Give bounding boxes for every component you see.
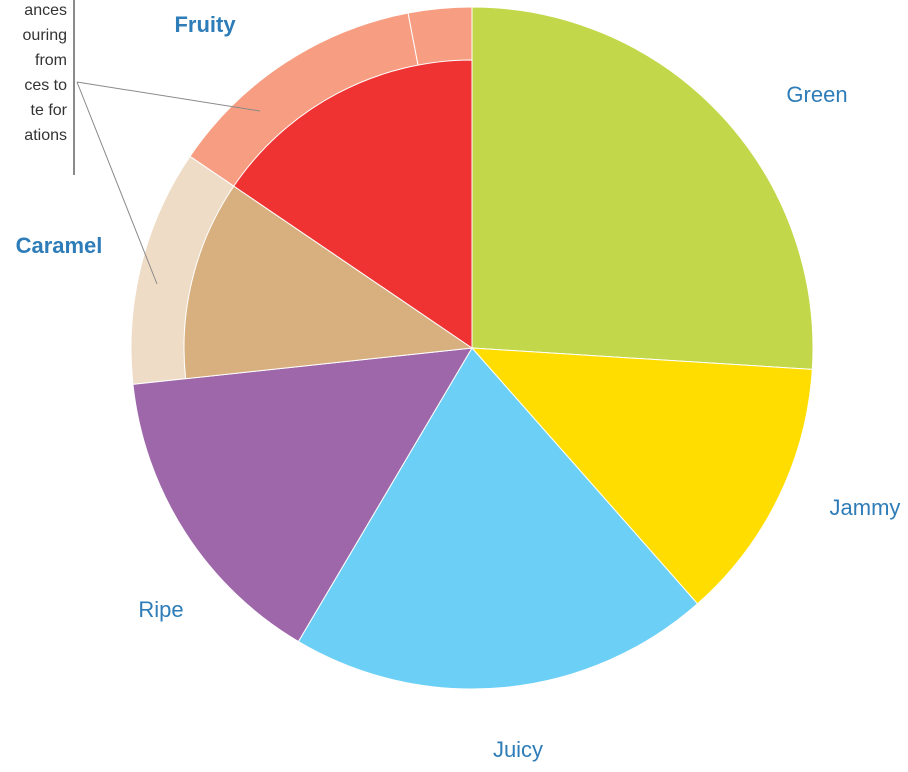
pie-slice-juicy — [297, 347, 699, 690]
annotation-line: ces to — [24, 77, 67, 94]
inner-slices — [132, 6, 814, 690]
label-fruity: Fruity — [174, 12, 236, 37]
pie-slice-jammy — [470, 347, 813, 605]
annotation-line: ances — [24, 2, 67, 19]
annotation-line: ouring — [22, 27, 67, 44]
label-caramel: Caramel — [16, 233, 103, 258]
annotation-line: te for — [30, 102, 67, 119]
leader-line-fruity — [76, 81, 261, 112]
label-ripe: Ripe — [138, 597, 183, 622]
pie-slice-green — [471, 6, 814, 370]
label-jammy: Jammy — [830, 495, 901, 520]
pie-slice-inner-5 — [183, 185, 474, 380]
leader-line-caramel — [76, 81, 158, 285]
annotation-line: ations — [24, 127, 67, 144]
label-green: Green — [786, 82, 847, 107]
pie-slice-inner-6 — [233, 59, 473, 349]
annotation-box: ances ouring from ces to te for ations — [0, 0, 75, 175]
annotation-line: from — [35, 52, 67, 69]
label-juicy: Juicy — [493, 737, 543, 762]
pie-slice-ripe — [132, 347, 473, 643]
leader-lines — [76, 81, 261, 285]
